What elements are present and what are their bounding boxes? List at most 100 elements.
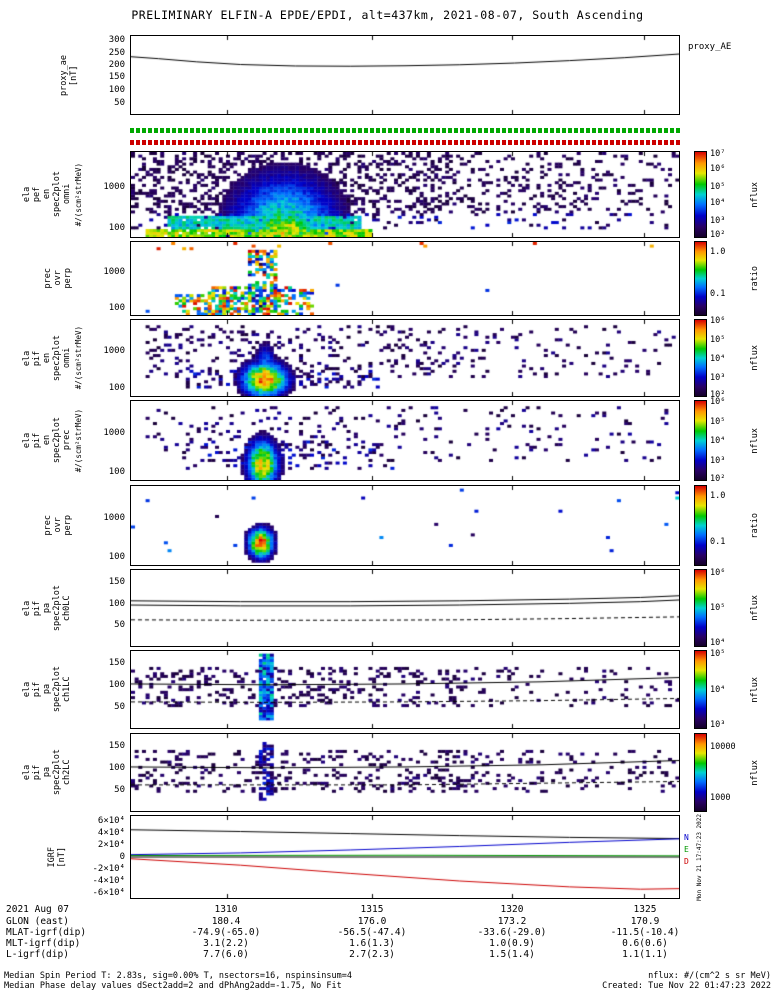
pif-omni-unit-label: #/(scm²strMeV) (71, 319, 85, 397)
ch0lc-colorbar-unit-text: nflux (750, 595, 760, 621)
colorbar-tick-label: 10³ (710, 372, 726, 383)
y-tick-label: 100 (108, 467, 125, 478)
ratio1-ytick-column: 1000 100 (86, 241, 128, 316)
pef-omni-ytick-column: 1000 100 (86, 151, 128, 238)
y-tick-label: 50 (114, 702, 125, 713)
proxy-ae-ytick-column: 300 250 200 150 100 50 (86, 35, 128, 115)
ch2lc-panel-label-text: ela pif pa spec2plot ch2LC (22, 749, 72, 796)
x-tick-label: 1315 (360, 904, 384, 915)
ratio1-colorbar-unit-text: ratio (750, 265, 760, 292)
pifp-colorbar-unit: nflux (748, 400, 762, 481)
ch2lc-colorbar-unit-text: nflux (750, 759, 760, 786)
colorbar-tick-label: 10⁴ (710, 684, 726, 695)
y-tick-label: 300 (108, 35, 125, 46)
colorbar-tick-label: 10⁴ (710, 436, 726, 447)
ch1lc-panel-label-text: ela pif pa spec2plot ch1LC (22, 666, 72, 713)
colorbar-tick-label: 10² (710, 389, 726, 400)
pef-omni-panel-label-text: ela pef en spec2plot omni (22, 171, 72, 218)
y-tick-label: 100 (108, 598, 125, 609)
colorbar-tick-label: 10⁶ (710, 164, 726, 175)
pif-prec-spectrogram-canvas (131, 401, 679, 480)
y-tick-label: 150 (108, 577, 125, 588)
y-tick-label: 1000 (103, 513, 125, 524)
pef-colorbar-unit: nflux (748, 151, 762, 238)
quality-flags-green-row (130, 128, 680, 133)
y-tick-label: 6×10⁴ (97, 815, 125, 826)
ephemeris-value: 173.2 (497, 916, 527, 927)
y-tick-label: 100 (108, 680, 125, 691)
ch1lc-spectrogram-canvas (131, 651, 679, 728)
pif-omni-unit-text: #/(scm²strMeV) (73, 326, 83, 390)
colorbar-tick-label: 10⁴ (710, 638, 726, 649)
pef-omni-unit-text: #/(scm²strMeV) (73, 162, 83, 227)
ratio2-colorbar-ticks: 1.0 0.1 (710, 485, 748, 566)
ch0lc-colorbar (694, 569, 707, 647)
y-tick-label: -6×10⁴ (92, 888, 125, 899)
ch1lc-ytick-column: 150 100 50 (86, 650, 128, 729)
colorbar-tick-label: 10³ (710, 215, 726, 226)
colorbar-tick-label: 10² (710, 230, 726, 241)
panel-pif-en-omni (130, 319, 680, 397)
pef-colorbar-ticks: 10⁷ 10⁶ 10⁵ 10⁴ 10³ 10² (710, 148, 748, 241)
y-tick-label: 250 (108, 47, 125, 58)
colorbar-tick-label: 1.0 (710, 246, 726, 257)
y-tick-label: 150 (108, 741, 125, 752)
ratio1-panel-label: prec ovr perp (40, 241, 76, 316)
pif-prec-unit-label: #/(scm²strMeV) (71, 400, 85, 481)
x-tick-label: 1310 (214, 904, 238, 915)
ephemeris-value: 180.4 (211, 916, 241, 927)
ratio2-ytick-column: 1000 100 (86, 485, 128, 566)
footer-created-timestamp: Created: Tue Nov 22 01:47:23 2022 (602, 981, 771, 991)
panel-pif-en-prec (130, 400, 680, 481)
x-tick-label: 1325 (633, 904, 657, 915)
panel-pa-ch0lc (130, 569, 680, 647)
pifp-colorbar (694, 400, 707, 481)
ratio2-colorbar (694, 485, 707, 566)
ratio2-colorbar-unit: ratio (748, 485, 762, 566)
panel-proxy-ae (130, 35, 680, 115)
pef-omni-panel-label: ela pef en spec2plot omni (22, 151, 72, 238)
pifo-colorbar-ticks: 10⁶ 10⁵ 10⁴ 10³ 10² (710, 316, 748, 400)
y-tick-label: 100 (108, 85, 125, 96)
ephemeris-value: 1.6(1.3) (349, 938, 395, 949)
proxy-ae-line-canvas (131, 36, 679, 114)
ch2lc-spectrogram-canvas (131, 734, 679, 811)
colorbar-tick-label: 10⁵ (710, 648, 726, 659)
ch1lc-colorbar-ticks: 10⁵ 10⁴ 10³ (710, 648, 748, 731)
pifo-colorbar-unit-text: nflux (750, 345, 760, 371)
pif-omni-spectrogram-canvas (131, 320, 679, 396)
panel-pef-en-omni (130, 151, 680, 238)
ratio1-colorbar-unit: ratio (748, 241, 762, 316)
ephemeris-value: 7.7(6.0) (203, 949, 249, 960)
ratio2-panel-label: prec ovr perp (40, 485, 76, 566)
pifp-colorbar-ticks: 10⁶ 10⁵ 10⁴ 10³ 10² (710, 397, 748, 483)
ratio1-colorbar (694, 241, 707, 316)
ephemeris-value: 1.1(1.1) (622, 949, 668, 960)
ephemeris-value: 3.1(2.2) (203, 938, 249, 949)
y-tick-label: 0 (119, 852, 125, 862)
ch0lc-ytick-column: 150 100 50 (86, 569, 128, 647)
ephemeris-value: 176.0 (357, 916, 387, 927)
colorbar-tick-label: 0.1 (710, 536, 726, 547)
colorbar-tick-label: 10³ (710, 720, 726, 731)
colorbar-tick-label: 0.1 (710, 288, 726, 299)
y-tick-label: 50 (114, 620, 125, 631)
ch0lc-canvas (131, 570, 679, 646)
ch2lc-colorbar-unit: nflux (748, 733, 762, 812)
ch1lc-colorbar-unit: nflux (748, 650, 762, 729)
y-tick-label: 1000 (103, 266, 125, 277)
ephemeris-value: -33.6(-29.0) (477, 927, 547, 938)
proxy-ae-legend: proxy_AE (688, 42, 732, 52)
ratio1-spectrogram-canvas (131, 242, 679, 315)
footer-nflux-units: nflux: #/(cm^2 s sr MeV) (648, 971, 771, 981)
colorbar-tick-label: 10⁶ (710, 316, 726, 327)
colorbar-tick-label: 10⁷ (710, 148, 726, 159)
pif-prec-unit-text: #/(scm²strMeV) (73, 408, 83, 473)
pif-prec-panel-label: ela pif en spec2plot prec (22, 400, 72, 481)
creation-timestamp-side-text: Mon Nov 21 17:47:23 2022 (695, 813, 703, 901)
ch1lc-colorbar-unit-text: nflux (750, 676, 760, 703)
y-tick-label: 50 (114, 785, 125, 796)
igrf-legend-n: N (684, 833, 689, 842)
igrf-ytick-column: 6×10⁴ 4×10⁴ 2×10⁴ 0 -2×10⁴ -4×10⁴ -6×10⁴ (86, 815, 128, 899)
pef-omni-spectrogram-canvas (131, 152, 679, 237)
